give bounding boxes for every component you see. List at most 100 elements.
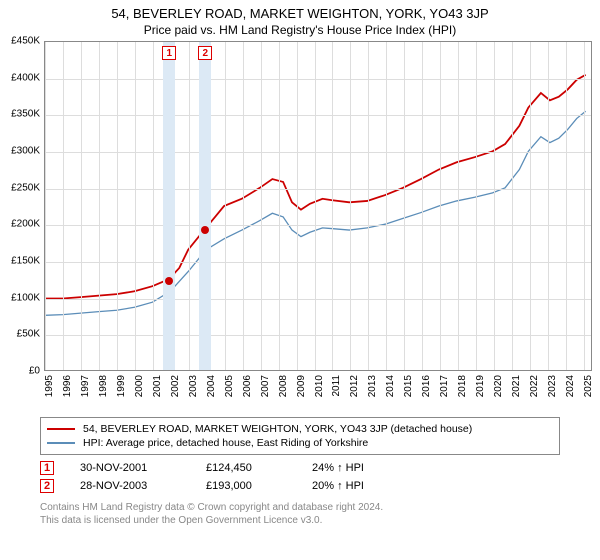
gridline-h	[45, 335, 591, 336]
x-tick-label: 2006	[242, 375, 253, 397]
gridline-v	[189, 42, 190, 370]
x-tick-label: 2017	[439, 375, 450, 397]
gridline-v	[225, 42, 226, 370]
legend: 54, BEVERLEY ROAD, MARKET WEIGHTON, YORK…	[40, 417, 560, 455]
x-tick-label: 2022	[529, 375, 540, 397]
gridline-v	[458, 42, 459, 370]
x-tick-label: 2004	[206, 375, 217, 397]
gridline-v	[512, 42, 513, 370]
x-tick-label: 2010	[314, 375, 325, 397]
x-tick-label: 2018	[457, 375, 468, 397]
y-tick-label: £450K	[11, 36, 40, 47]
gridline-v	[350, 42, 351, 370]
gridline-h	[45, 262, 591, 263]
gridline-h	[45, 152, 591, 153]
attribution-line2: This data is licensed under the Open Gov…	[40, 514, 560, 527]
gridline-v	[332, 42, 333, 370]
sales-row: 130-NOV-2001£124,45024% ↑ HPI	[40, 459, 560, 477]
sale-dot	[201, 226, 209, 234]
chart-subtitle: Price paid vs. HM Land Registry's House …	[0, 23, 600, 37]
gridline-v	[530, 42, 531, 370]
x-tick-label: 2003	[188, 375, 199, 397]
x-tick-label: 2016	[421, 375, 432, 397]
x-tick-label: 2025	[583, 375, 594, 397]
gridline-v	[153, 42, 154, 370]
gridline-v	[297, 42, 298, 370]
y-tick-label: £200K	[11, 219, 40, 230]
gridline-h	[45, 189, 591, 190]
x-tick-label: 2020	[493, 375, 504, 397]
y-tick-label: £250K	[11, 182, 40, 193]
legend-item-hpi: HPI: Average price, detached house, East…	[47, 436, 553, 450]
gridline-v	[368, 42, 369, 370]
sale-delta: 24% ↑ HPI	[312, 462, 364, 474]
gridline-h	[45, 299, 591, 300]
sale-date: 30-NOV-2001	[80, 462, 180, 474]
sale-delta: 20% ↑ HPI	[312, 480, 364, 492]
chart-titles: 54, BEVERLEY ROAD, MARKET WEIGHTON, YORK…	[0, 0, 600, 41]
gridline-v	[63, 42, 64, 370]
gridline-v	[422, 42, 423, 370]
x-tick-label: 2005	[224, 375, 235, 397]
gridline-v	[81, 42, 82, 370]
legend-swatch-property	[47, 428, 75, 430]
sale-row-marker: 2	[40, 479, 54, 493]
x-tick-label: 2011	[331, 375, 342, 397]
x-tick-label: 2001	[152, 375, 163, 397]
x-tick-label: 2013	[367, 375, 378, 397]
gridline-v	[279, 42, 280, 370]
sale-band	[163, 42, 175, 370]
sale-dot	[165, 277, 173, 285]
x-tick-label: 2014	[385, 375, 396, 397]
y-tick-label: £50K	[17, 329, 40, 340]
gridline-v	[243, 42, 244, 370]
gridline-v	[135, 42, 136, 370]
x-tick-label: 2019	[475, 375, 486, 397]
gridline-v	[45, 42, 46, 370]
x-tick-label: 2015	[403, 375, 414, 397]
x-tick-label: 2012	[349, 375, 360, 397]
gridline-v	[99, 42, 100, 370]
chart-container: 54, BEVERLEY ROAD, MARKET WEIGHTON, YORK…	[0, 0, 600, 527]
x-tick-label: 2000	[134, 375, 145, 397]
sale-marker: 2	[198, 46, 212, 60]
gridline-v	[404, 42, 405, 370]
sale-price: £124,450	[206, 462, 286, 474]
sales-table: 130-NOV-2001£124,45024% ↑ HPI228-NOV-200…	[40, 459, 560, 495]
legend-label-hpi: HPI: Average price, detached house, East…	[83, 437, 368, 449]
gridline-v	[494, 42, 495, 370]
plot: 12	[44, 41, 592, 371]
gridline-h	[45, 225, 591, 226]
x-tick-label: 2021	[511, 375, 522, 397]
y-tick-label: £150K	[11, 256, 40, 267]
gridline-v	[476, 42, 477, 370]
x-tick-label: 1998	[98, 375, 109, 397]
sale-marker: 1	[162, 46, 176, 60]
sales-row: 228-NOV-2003£193,00020% ↑ HPI	[40, 477, 560, 495]
x-tick-label: 1997	[80, 375, 91, 397]
gridline-h	[45, 79, 591, 80]
x-tick-label: 2002	[170, 375, 181, 397]
x-axis: 1995199619971998199920002001200220032004…	[44, 371, 592, 411]
y-tick-label: £400K	[11, 72, 40, 83]
y-tick-label: £0	[29, 366, 40, 377]
y-tick-label: £100K	[11, 292, 40, 303]
y-tick-label: £300K	[11, 146, 40, 157]
legend-item-property: 54, BEVERLEY ROAD, MARKET WEIGHTON, YORK…	[47, 422, 553, 436]
legend-label-property: 54, BEVERLEY ROAD, MARKET WEIGHTON, YORK…	[83, 423, 472, 435]
gridline-v	[117, 42, 118, 370]
y-tick-label: £350K	[11, 109, 40, 120]
gridline-v	[261, 42, 262, 370]
legend-swatch-hpi	[47, 442, 75, 444]
x-tick-label: 2008	[278, 375, 289, 397]
gridline-v	[386, 42, 387, 370]
sale-price: £193,000	[206, 480, 286, 492]
gridline-v	[584, 42, 585, 370]
y-axis: £0£50K£100K£150K£200K£250K£300K£350K£400…	[0, 41, 44, 371]
x-tick-label: 1995	[44, 375, 55, 397]
x-tick-label: 2023	[547, 375, 558, 397]
x-tick-label: 2009	[296, 375, 307, 397]
gridline-v	[548, 42, 549, 370]
attribution-line1: Contains HM Land Registry data © Crown c…	[40, 501, 560, 514]
chart-title: 54, BEVERLEY ROAD, MARKET WEIGHTON, YORK…	[0, 6, 600, 21]
